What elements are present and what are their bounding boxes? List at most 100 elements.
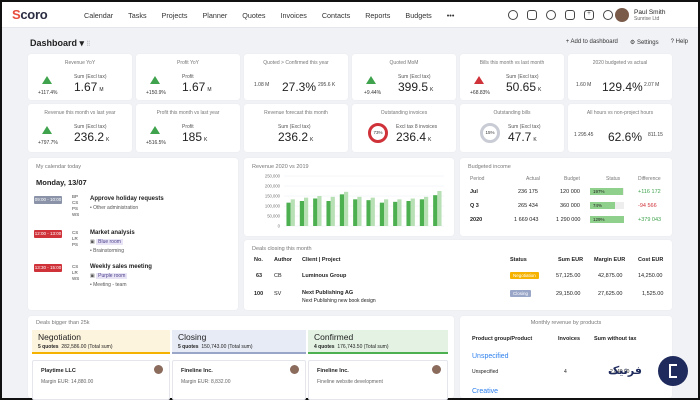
deal-card[interactable]: Fineline Inc. Margin EUR: 8,832.00 (172, 360, 306, 400)
deal-card[interactable]: Fineline Inc. Fineline website developme… (308, 360, 448, 400)
revenue-bar-jun-series-1[interactable] (353, 199, 358, 226)
revenue-bar-jan-series-2[interactable] (290, 199, 295, 226)
kpi-title: Outstanding bills (493, 110, 531, 116)
watermark-text: فرتیک (608, 364, 642, 377)
event-title[interactable]: Market analysis (90, 230, 135, 236)
stage-confirmed[interactable]: Confirmed 4 quotes 176,743.50 (Total sum… (308, 330, 448, 354)
nav-projects[interactable]: Projects (161, 11, 188, 20)
revenue-bar-jul-series-1[interactable] (366, 200, 371, 226)
col-author: Author (274, 257, 293, 263)
revenue-bar-apr-series-2[interactable] (330, 196, 335, 226)
revenue-bar-mar-series-1[interactable] (313, 198, 318, 227)
budget-actual: 1 669 043 (514, 217, 539, 223)
stage-summary: 5 quotes 150,743.00 (Total sum) (178, 344, 253, 350)
kpi-sub: Profit (182, 74, 194, 80)
kpi-value: 236.2 K (278, 130, 314, 144)
nav-tasks[interactable]: Tasks (128, 11, 147, 20)
revenue-bar-sep-series-2[interactable] (397, 199, 402, 226)
col-sum: Sum EUR (558, 257, 584, 263)
revenue-bar-nov-series-1[interactable] (419, 199, 424, 226)
kpi-sub: Sum (Excl tax) (74, 74, 107, 80)
product-group[interactable]: Creative (472, 388, 499, 395)
kpi-title: Profit YoY (177, 60, 199, 66)
deal-no: 100 (254, 291, 264, 297)
nav-budgets[interactable]: Budgets (405, 11, 432, 20)
scoro-logo[interactable]: Scoro (12, 7, 48, 22)
kpi-title: Quoted > Confirmed this year (263, 60, 329, 66)
stage-closing[interactable]: Closing 5 quotes 150,743.00 (Total sum) (172, 330, 306, 354)
user-avatar[interactable] (615, 8, 629, 22)
help-button[interactable]: ? Help (670, 39, 688, 45)
revenue-bar-chart: 250,000 200,000 150,000 100,000 50,000 0 (265, 174, 444, 229)
nav-calendar[interactable]: Calendar (84, 11, 114, 20)
user-name: Paul Smith (634, 9, 666, 16)
kpi-revenue-forecast[interactable]: Revenue forecast this month Sum (Excl ta… (244, 104, 348, 152)
kpi-quoted-mom[interactable]: Quoted MoM +9.44% Sum (Excl tax) 399.5 K (352, 54, 456, 100)
budget-actual: 265 434 (518, 203, 538, 209)
kpi-profit-yoy[interactable]: Profit YoY +150.9% Profit 1.67 M (136, 54, 240, 100)
revenue-bar-jan-series-1[interactable] (286, 202, 291, 226)
kpi-value: 236.2 K (74, 130, 110, 144)
revenue-bar-may-series-2[interactable] (344, 191, 349, 226)
event-room: ▣ Blue room (90, 239, 123, 245)
nav-quotes[interactable]: Quotes (242, 11, 266, 20)
kpi-outstanding-invoices[interactable]: Outstanding invoices 73% Excl tax 8 invo… (352, 104, 456, 152)
col-product: Product group/Product (472, 336, 533, 342)
chat-icon[interactable] (565, 10, 575, 20)
kpi-profit-month[interactable]: Profit this month vs last year +516.5% P… (136, 104, 240, 152)
event-title[interactable]: Weekly sales meeting (90, 264, 152, 270)
revenue-bar-dec-series-2[interactable] (437, 191, 442, 226)
search-icon[interactable] (603, 10, 613, 20)
kpi-revenue-yoy[interactable]: Revenue YoY +117.4% Sum (Excl tax) 1.67 M (28, 54, 132, 100)
add-to-dashboard-button[interactable]: + Add to dashboard (565, 39, 618, 45)
timer-icon[interactable] (508, 10, 518, 20)
revenue-bar-oct-series-2[interactable] (410, 198, 415, 227)
revenue-bar-aug-series-1[interactable] (379, 202, 384, 226)
kpi-value: 47.7 K (508, 130, 537, 144)
nav-contacts[interactable]: Contacts (321, 11, 351, 20)
revenue-bar-feb-series-2[interactable] (304, 197, 309, 226)
panel-title: Budgeted income (468, 164, 511, 170)
kpi-outstanding-bills[interactable]: Outstanding bills 15% Sum (Excl tax) 47.… (460, 104, 564, 152)
revenue-bar-nov-series-2[interactable] (424, 196, 429, 226)
top-nav: Scoro Calendar Tasks Projects Planner Qu… (2, 2, 698, 28)
settings-button[interactable]: ⚙ Settings (629, 40, 659, 46)
nav-reports[interactable]: Reports (365, 11, 391, 20)
nav-planner[interactable]: Planner (202, 11, 228, 20)
kpi-value: 399.5 K (398, 80, 434, 94)
revenue-bar-mar-series-2[interactable] (317, 196, 322, 226)
revenue-bar-sep-series-1[interactable] (393, 201, 398, 226)
revenue-bar-aug-series-2[interactable] (384, 199, 389, 226)
revenue-bar-oct-series-1[interactable] (406, 201, 411, 226)
kpi-hours[interactable]: All hours vs non-project hours 1 295.45 … (568, 104, 672, 152)
kpi-quoted-confirmed[interactable]: Quoted > Confirmed this year 1.08 M 27.3… (244, 54, 348, 100)
deal-card[interactable]: Playtime LLC Margin EUR: 14,880.00 (32, 360, 170, 400)
bell-icon[interactable] (546, 10, 556, 20)
kpi-value: 185 K (182, 130, 208, 144)
kpi-revenue-month[interactable]: Revenue this month vs last year +797.7% … (28, 104, 132, 152)
calendar-icon[interactable] (527, 10, 537, 20)
revenue-bar-feb-series-1[interactable] (299, 201, 304, 226)
revenue-bar-may-series-1[interactable] (339, 194, 344, 226)
dashboard-title[interactable]: Dashboard ▾ ⫶⫶ (30, 38, 91, 48)
dashboard-bar: Dashboard ▾ ⫶⫶ + Add to dashboard ⚙ Sett… (2, 28, 698, 50)
revenue-bar-apr-series-1[interactable] (326, 201, 331, 226)
revenue-bar-dec-series-1[interactable] (433, 195, 438, 226)
nav-invoices[interactable]: Invoices (280, 11, 307, 20)
revenue-bar-jun-series-2[interactable] (357, 196, 362, 226)
event-title[interactable]: Approve holiday requests (90, 196, 164, 202)
arrow-up-icon (150, 126, 160, 134)
deal-margin: 42,875.00 (598, 273, 623, 279)
calendar-panel: My calendar today Monday, 13/07 09:00 - … (28, 158, 238, 310)
status-badge: Closing (510, 290, 532, 297)
kpi-sub: Sum (Excl tax) (74, 124, 107, 130)
user-menu[interactable]: Paul Smith Sunrise Ltd (634, 9, 665, 23)
col-no: No. (254, 257, 263, 263)
product-group[interactable]: Unspecified (472, 353, 509, 360)
add-icon[interactable]: + (584, 10, 594, 20)
kpi-budget-vs-actual[interactable]: 2020 budgeted vs actual 1.60 M 129.4% 2.… (568, 54, 672, 100)
nav-more[interactable]: ••• (446, 11, 455, 20)
revenue-bar-jul-series-2[interactable] (370, 197, 375, 226)
kpi-bills-month[interactable]: Bills this month vs last month +68.83% S… (460, 54, 564, 100)
stage-negotiation[interactable]: Negotiation 5 quotes 282,586.00 (Total s… (32, 330, 170, 354)
